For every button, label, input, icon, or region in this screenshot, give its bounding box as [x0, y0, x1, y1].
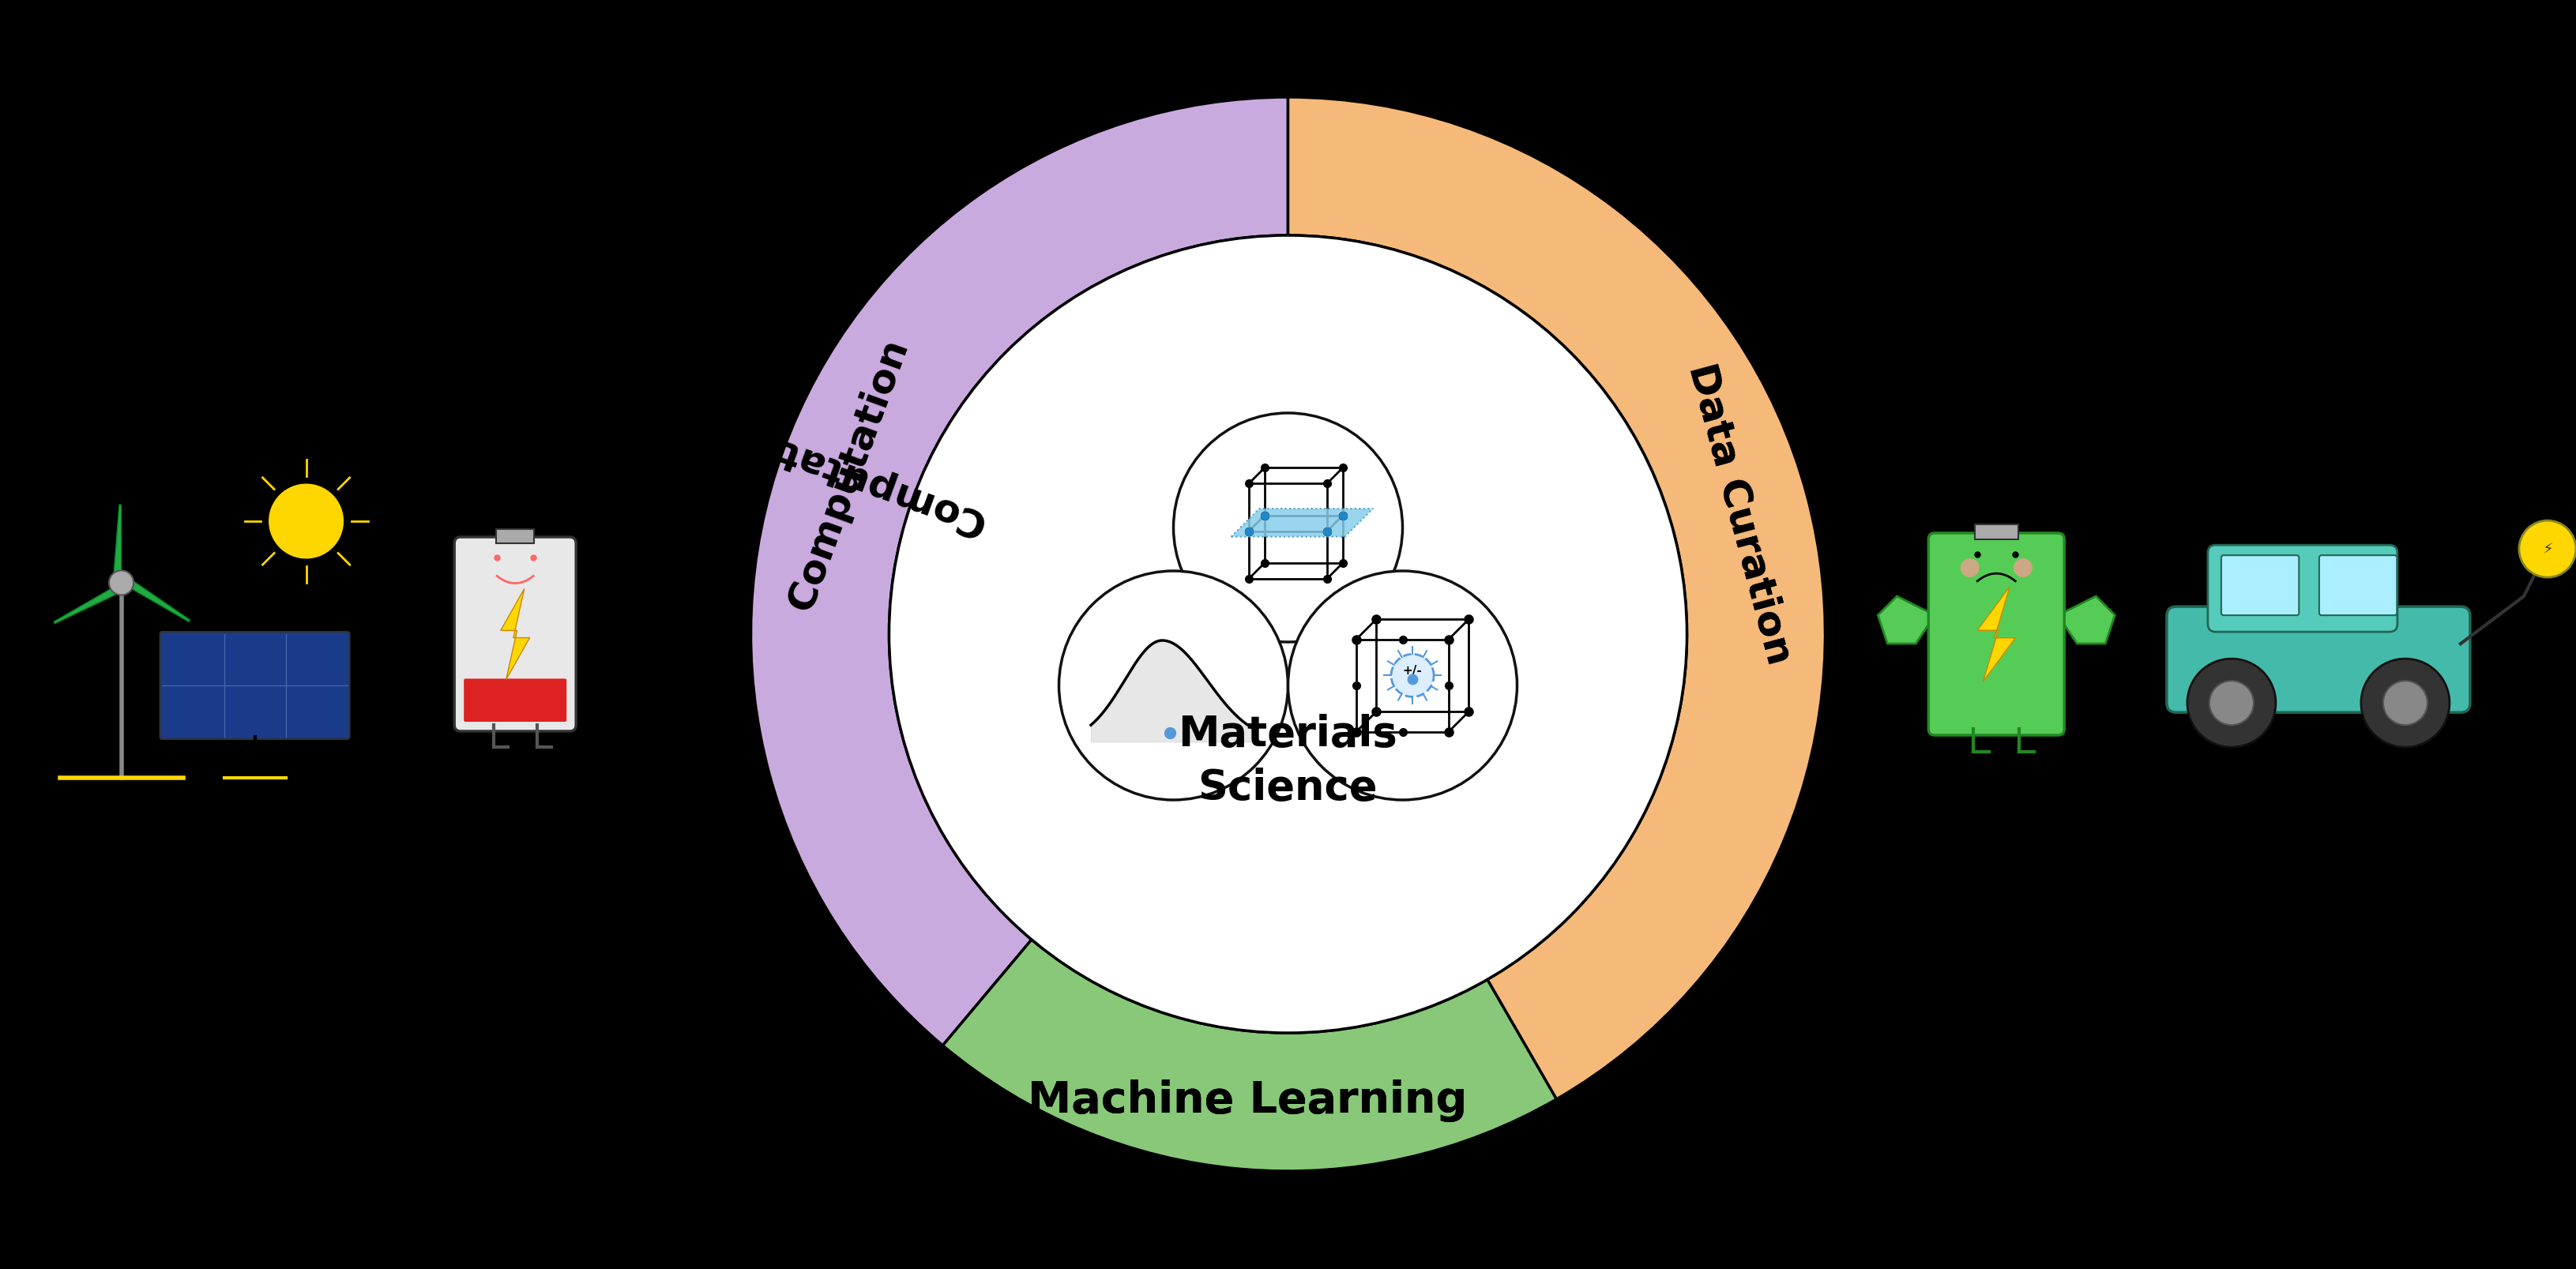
Circle shape [1175, 414, 1401, 642]
FancyBboxPatch shape [453, 538, 577, 731]
Polygon shape [54, 584, 126, 624]
Polygon shape [1878, 596, 1935, 643]
Text: Computation: Computation [781, 334, 914, 615]
Circle shape [2014, 558, 2032, 577]
FancyBboxPatch shape [1929, 533, 2063, 736]
Wedge shape [750, 98, 1288, 1046]
FancyBboxPatch shape [464, 679, 567, 722]
Polygon shape [113, 505, 121, 584]
Text: Computation: Computation [706, 407, 989, 542]
FancyBboxPatch shape [160, 632, 350, 740]
Polygon shape [121, 576, 191, 622]
Circle shape [889, 236, 1687, 1033]
Text: Materials
Science: Materials Science [1177, 713, 1399, 808]
Polygon shape [500, 589, 531, 680]
Circle shape [1391, 655, 1435, 697]
Circle shape [2383, 681, 2427, 726]
Polygon shape [1231, 509, 1373, 537]
Circle shape [2210, 681, 2254, 726]
FancyBboxPatch shape [2166, 607, 2470, 713]
FancyBboxPatch shape [2318, 556, 2396, 615]
FancyBboxPatch shape [2208, 546, 2398, 632]
Circle shape [2187, 659, 2275, 747]
Wedge shape [1288, 98, 1826, 1099]
Circle shape [1960, 558, 1978, 577]
Circle shape [2519, 522, 2576, 577]
Text: Machine Learning: Machine Learning [1028, 1079, 1466, 1122]
FancyBboxPatch shape [2221, 556, 2298, 615]
Wedge shape [943, 940, 1556, 1171]
Text: ⚡: ⚡ [2543, 542, 2553, 557]
Circle shape [1288, 571, 1517, 801]
Polygon shape [2058, 596, 2115, 643]
Bar [497, 529, 533, 543]
Circle shape [270, 485, 343, 558]
Text: Data Curation: Data Curation [1682, 359, 1798, 667]
Circle shape [2362, 659, 2450, 747]
Bar [1976, 524, 2017, 539]
Circle shape [1059, 571, 1288, 801]
Polygon shape [1978, 588, 2014, 681]
Circle shape [108, 571, 134, 595]
Text: Data Curation: Data Curation [1682, 359, 1798, 667]
Text: Machine Learning: Machine Learning [1028, 1079, 1466, 1122]
Text: +/-: +/- [1404, 664, 1422, 676]
